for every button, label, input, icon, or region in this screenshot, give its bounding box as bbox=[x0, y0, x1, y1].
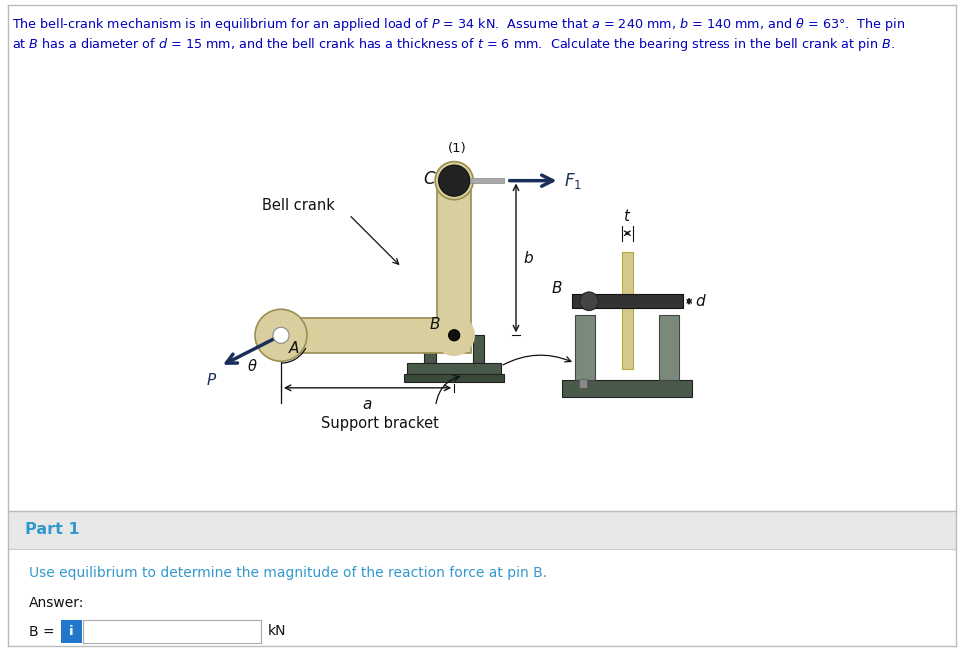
Bar bbox=[575, 315, 595, 380]
Text: $P$: $P$ bbox=[206, 372, 217, 389]
Text: $t$: $t$ bbox=[623, 208, 631, 224]
Text: $d$: $d$ bbox=[695, 293, 708, 309]
Bar bbox=[622, 252, 633, 369]
Text: at $B$ has a diameter of $d$ = 15 mm, and the bell crank has a thickness of $t$ : at $B$ has a diameter of $d$ = 15 mm, an… bbox=[12, 36, 895, 53]
Bar bbox=[572, 294, 683, 308]
Bar bbox=[472, 335, 484, 363]
Text: Bell crank: Bell crank bbox=[262, 198, 335, 213]
Bar bbox=[659, 315, 680, 380]
Text: The bell-crank mechanism is in equilibrium for an applied load of $P$ = 34 kN.  : The bell-crank mechanism is in equilibri… bbox=[12, 16, 905, 33]
Text: $a$: $a$ bbox=[362, 397, 373, 412]
Bar bbox=[562, 380, 692, 397]
Circle shape bbox=[434, 314, 475, 356]
Text: (1): (1) bbox=[448, 142, 467, 155]
Bar bbox=[469, 178, 504, 183]
Bar bbox=[407, 363, 501, 374]
Polygon shape bbox=[281, 181, 471, 353]
Text: Use equilibrium to determine the magnitude of the reaction force at pin B.: Use equilibrium to determine the magnitu… bbox=[29, 566, 547, 580]
Text: $C$: $C$ bbox=[423, 171, 437, 188]
Text: $B$: $B$ bbox=[429, 316, 441, 332]
Text: kN: kN bbox=[268, 624, 286, 639]
Circle shape bbox=[273, 327, 289, 343]
Bar bbox=[579, 379, 586, 388]
Text: $B$: $B$ bbox=[550, 280, 562, 296]
Text: $b$: $b$ bbox=[523, 250, 534, 266]
Circle shape bbox=[439, 165, 469, 196]
Text: $F_1$: $F_1$ bbox=[564, 171, 582, 191]
Circle shape bbox=[435, 161, 473, 200]
Text: Answer:: Answer: bbox=[29, 596, 84, 610]
Circle shape bbox=[579, 292, 599, 311]
Text: i: i bbox=[69, 625, 73, 638]
Circle shape bbox=[255, 309, 307, 361]
Text: $A$: $A$ bbox=[288, 340, 301, 356]
Text: B =: B = bbox=[29, 626, 54, 639]
Bar bbox=[404, 374, 504, 381]
Text: Support bracket: Support bracket bbox=[321, 416, 439, 431]
Text: $\theta$: $\theta$ bbox=[247, 358, 257, 374]
Bar bbox=[424, 335, 436, 363]
Text: Part 1: Part 1 bbox=[25, 522, 79, 538]
Circle shape bbox=[448, 329, 460, 341]
Bar bbox=[8, 511, 956, 549]
